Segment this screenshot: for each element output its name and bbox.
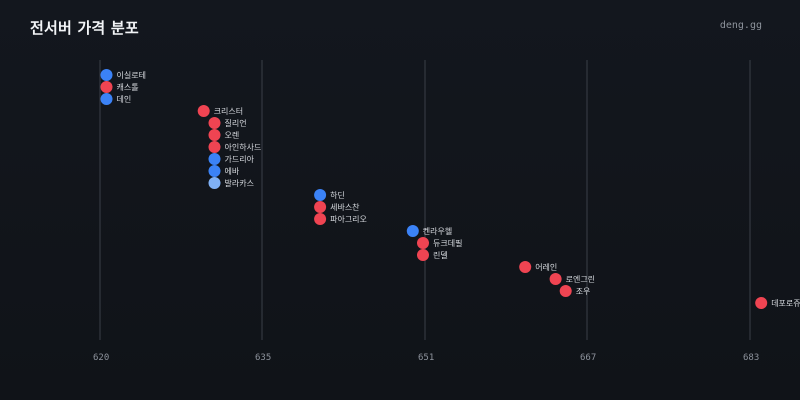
x-tick-label: 683	[743, 353, 759, 363]
data-point-label: 캐스톨	[117, 83, 139, 92]
x-tick-label: 620	[93, 353, 109, 363]
data-point-marker[interactable]	[314, 213, 327, 225]
brand-label: deng.gg	[719, 20, 762, 31]
x-axis-ticks: 620 635 651 667 683	[93, 353, 759, 363]
data-point-marker[interactable]	[208, 153, 221, 165]
data-point-marker[interactable]	[208, 117, 221, 129]
data-point-marker[interactable]	[519, 261, 532, 273]
data-point-marker[interactable]	[208, 141, 221, 153]
data-point-marker[interactable]	[100, 93, 113, 105]
data-point-marker[interactable]	[559, 285, 572, 297]
data-point[interactable]: 파아그리오	[314, 213, 367, 225]
data-point[interactable]: 오렌	[208, 129, 240, 141]
data-point-label: 파아그리오	[330, 214, 367, 224]
data-point[interactable]: 이실로테	[100, 69, 146, 81]
data-point[interactable]: 발라카스	[208, 177, 254, 189]
data-point[interactable]: 린델	[417, 249, 448, 261]
data-point-marker[interactable]	[549, 273, 562, 285]
data-point-label: 데포로쥬	[771, 299, 800, 308]
data-point-marker[interactable]	[406, 225, 419, 237]
data-point-marker[interactable]	[314, 189, 327, 201]
x-tick-label: 635	[255, 353, 271, 363]
data-point-marker[interactable]	[314, 201, 327, 213]
data-point-marker[interactable]	[197, 105, 210, 117]
data-point-label: 아인하사드	[225, 142, 262, 152]
data-point[interactable]: 어레인	[519, 261, 557, 273]
data-point-marker[interactable]	[208, 177, 221, 189]
data-point[interactable]: 질리언	[208, 117, 247, 129]
data-point[interactable]: 데인	[100, 93, 132, 105]
data-point[interactable]: 크리스터	[197, 105, 243, 117]
data-point-label: 에바	[225, 166, 240, 176]
data-point-label: 조우	[576, 287, 591, 296]
data-point-marker[interactable]	[417, 249, 429, 261]
data-point-marker[interactable]	[208, 165, 221, 177]
data-point[interactable]: 듀크데필	[417, 237, 462, 249]
data-point-label: 가드리아	[225, 154, 255, 164]
data-point[interactable]: 아인하사드	[208, 141, 262, 153]
data-point[interactable]: 하딘	[314, 189, 345, 201]
data-point-label: 로엔그린	[566, 274, 595, 284]
data-point-label: 데인	[117, 94, 132, 104]
data-point-label: 켄라우헬	[423, 226, 452, 236]
data-point-label: 오렌	[225, 130, 240, 140]
data-point-label: 어레인	[535, 262, 557, 272]
data-point[interactable]: 에바	[208, 165, 240, 177]
data-point-label: 크리스터	[214, 107, 243, 116]
grid-layer	[99, 60, 751, 340]
data-point[interactable]: 켄라우헬	[406, 225, 452, 237]
data-point[interactable]: 로엔그린	[549, 273, 595, 285]
x-tick-label: 651	[418, 353, 434, 363]
data-point-label: 질리언	[225, 118, 247, 128]
data-point-label: 린델	[433, 250, 448, 260]
data-point-label: 세바스찬	[330, 202, 360, 212]
data-point-label: 이실로테	[117, 70, 146, 80]
data-point[interactable]: 세바스찬	[314, 201, 360, 213]
data-point[interactable]: 캐스톨	[100, 81, 139, 93]
data-point-label: 하딘	[330, 190, 345, 200]
data-point[interactable]: 조우	[559, 285, 591, 297]
data-point-label: 듀크데필	[433, 238, 462, 248]
data-points: 이실로테캐스톨데인크리스터질리언오렌아인하사드가드리아에바발라카스하딘세바스찬파…	[100, 69, 800, 309]
data-point-marker[interactable]	[417, 237, 429, 249]
data-point-marker[interactable]	[208, 129, 221, 141]
page-title: 전서버 가격 분포	[30, 19, 139, 37]
data-point-label: 발라카스	[225, 178, 254, 188]
data-point-marker[interactable]	[755, 297, 768, 309]
data-point[interactable]: 데포로쥬	[755, 297, 800, 309]
data-point-marker[interactable]	[100, 81, 113, 93]
x-tick-label: 667	[580, 353, 596, 363]
data-point[interactable]: 가드리아	[208, 153, 255, 165]
data-point-marker[interactable]	[100, 69, 113, 81]
